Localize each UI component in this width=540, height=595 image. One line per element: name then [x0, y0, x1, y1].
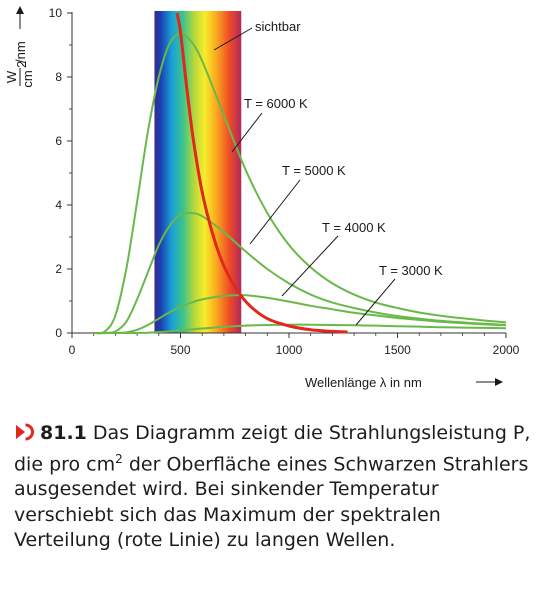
y-label-exponent: 2	[14, 61, 29, 68]
x-tick-label: 1500	[384, 343, 411, 357]
x-tick-label: 2000	[493, 343, 520, 357]
y-axis-label: W cm 2 /nm	[4, 6, 35, 88]
temperature-leader	[355, 278, 396, 326]
visible-band-label: sichtbar	[255, 19, 301, 34]
series-line-4000k	[93, 294, 507, 335]
x-axis-label: Wellenlänge λ in nm	[305, 375, 503, 390]
y-tick-label: 4	[55, 198, 62, 212]
y-label-denominator: cm	[20, 70, 35, 87]
temperature-label: T = 6000 K	[244, 96, 308, 111]
series-line-5000k	[93, 211, 507, 335]
band-leader	[213, 27, 253, 51]
caption-text-before: Das Diagramm zeigt die Strahlungs­leistu…	[14, 422, 531, 475]
series-line-6000k	[93, 32, 507, 335]
series-curves	[93, 32, 507, 335]
x-tick-label: 0	[69, 343, 76, 357]
y-ticks: 0 2 4 6 8 10	[49, 6, 72, 340]
x-ticks: 0 500 1000 1500 2000	[69, 333, 520, 357]
x-label-text: Wellenlänge λ in nm	[305, 375, 422, 390]
temperature-label: T = 4000 K	[322, 220, 386, 235]
temperature-leader	[231, 112, 263, 153]
x-tick-label: 1000	[276, 343, 303, 357]
temperature-leader	[249, 179, 301, 245]
temperature-label: T = 5000 K	[282, 163, 346, 178]
caption-number: 81.1	[40, 422, 87, 444]
y-tick-label: 10	[49, 6, 63, 20]
temperature-label: T = 3000 K	[379, 263, 443, 278]
y-label-rest: /nm	[13, 41, 28, 63]
temperature-labels: T = 6000 K T = 5000 K T = 4000 K T = 3000 K	[244, 96, 443, 278]
caption-superscript: 2	[115, 451, 123, 466]
y-tick-label: 0	[55, 326, 62, 340]
y-tick-label: 8	[55, 70, 62, 84]
caption-text-after: der Oberfläche eines Schwarzen Strahlers…	[14, 452, 529, 552]
blackbody-chart: 0 500 1000 1500 2000 0 2 4 6 8 10 sichtbar T = 60…	[4, 6, 520, 390]
y-tick-label: 2	[55, 262, 62, 276]
temperature-leader	[281, 235, 339, 297]
series-line-3000k	[93, 323, 507, 335]
x-tick-label: 500	[170, 343, 190, 357]
label-leaders	[213, 27, 396, 326]
maximum-curve	[175, 12, 348, 334]
y-label-numerator: W	[4, 70, 19, 83]
y-tick-label: 6	[55, 134, 62, 148]
figure-caption: 81.1 Das Diagramm zeigt die Strahlungs­l…	[14, 421, 534, 554]
play-arrow-circle-icon	[16, 423, 34, 441]
